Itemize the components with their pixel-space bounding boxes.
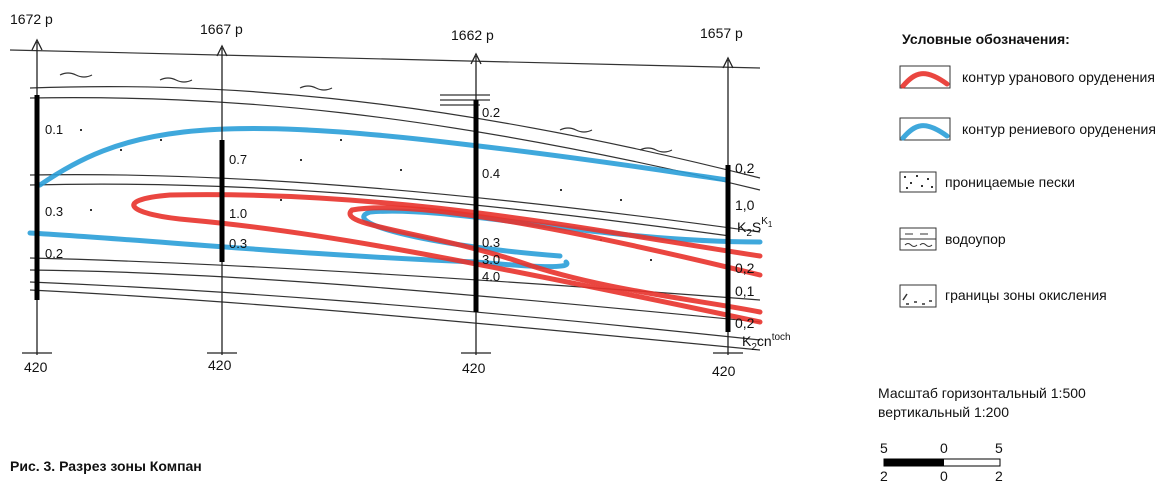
interval-value: 0.4 bbox=[482, 166, 500, 181]
body: {"section": { "wells": [ {"label": "1672… bbox=[0, 0, 1172, 486]
well-arrow bbox=[32, 40, 733, 68]
interval-value: 1,0 bbox=[735, 197, 755, 213]
legend-item: проницаемые пески bbox=[945, 174, 1075, 190]
interval-value: 0,2 bbox=[735, 160, 755, 176]
formation-main: S bbox=[752, 219, 761, 235]
scale-number: 2 bbox=[880, 468, 888, 484]
formation-main: cn bbox=[757, 333, 772, 349]
layer-line bbox=[30, 98, 760, 190]
well-depth: 420 bbox=[208, 357, 232, 373]
well-label: 1657 р bbox=[700, 25, 743, 41]
well-label: 1662 р bbox=[451, 27, 494, 43]
figure: 1672 р 1667 р 1662 р 1657 р 420 420 420 … bbox=[0, 0, 1172, 486]
page: Разрез зоны Компан html, body { margin: … bbox=[0, 0, 1172, 486]
interval-value: 0.1 bbox=[45, 122, 63, 137]
legend-title: Условные обозначения: bbox=[902, 31, 1070, 47]
interval-value: 0,2 bbox=[735, 315, 755, 331]
interval-value: 0.2 bbox=[45, 246, 63, 261]
legend-item: контур уранового оруденения bbox=[962, 69, 1155, 85]
well-depth: 420 bbox=[462, 360, 486, 376]
interval-value: 3.0 bbox=[482, 252, 500, 267]
well-label: 1667 р bbox=[200, 21, 243, 37]
interval-value: 0.2 bbox=[482, 105, 500, 120]
legend-item: границы зоны окисления bbox=[945, 287, 1107, 303]
formation-supsub: 1 bbox=[768, 220, 773, 229]
interval-value: 0.3 bbox=[482, 235, 500, 250]
formation-label: K2cntoch bbox=[742, 332, 791, 353]
clay-marks bbox=[60, 73, 672, 152]
legend: Условные обозначения: контур уранового о… bbox=[900, 31, 1156, 307]
formation-label: K2SK1 bbox=[737, 216, 773, 239]
scale-number: 0 bbox=[940, 468, 948, 484]
rhenium-contour bbox=[364, 211, 760, 256]
rhenium-contour bbox=[40, 128, 728, 185]
scale-number: 0 bbox=[940, 440, 948, 456]
scale-horizontal: Масштаб горизонтальный 1:500 bbox=[878, 385, 1086, 401]
interval-value: 4.0 bbox=[482, 269, 500, 284]
interval-value: 1.0 bbox=[229, 206, 247, 221]
interval-value: 0,1 bbox=[735, 283, 755, 299]
well-depth: 420 bbox=[712, 363, 736, 379]
formation-sup: toch bbox=[772, 332, 791, 343]
well-depth: 420 bbox=[24, 359, 48, 375]
caption: Рис. 3. Разрез зоны Компан bbox=[10, 458, 202, 474]
interval-value: 0,2 bbox=[735, 260, 755, 276]
surface-line bbox=[10, 50, 760, 68]
interval-value: 0.7 bbox=[229, 152, 247, 167]
interval-value: 0.3 bbox=[45, 204, 63, 219]
scale-number: 5 bbox=[995, 440, 1003, 456]
scale: Масштаб горизонтальный 1:500 вертикальны… bbox=[878, 385, 1086, 484]
scale-bar-fill bbox=[884, 459, 944, 466]
well-label: 1672 р bbox=[10, 11, 53, 27]
interval-value: 0.3 bbox=[229, 236, 247, 251]
scale-number: 5 bbox=[880, 440, 888, 456]
scale-number: 2 bbox=[995, 468, 1003, 484]
clay-marks bbox=[440, 95, 490, 105]
layers bbox=[10, 50, 760, 350]
legend-item: контур рениевого оруденения bbox=[962, 121, 1156, 137]
scale-vertical: вертикальный 1:200 bbox=[878, 404, 1009, 420]
legend-item: водоупор bbox=[945, 231, 1006, 247]
